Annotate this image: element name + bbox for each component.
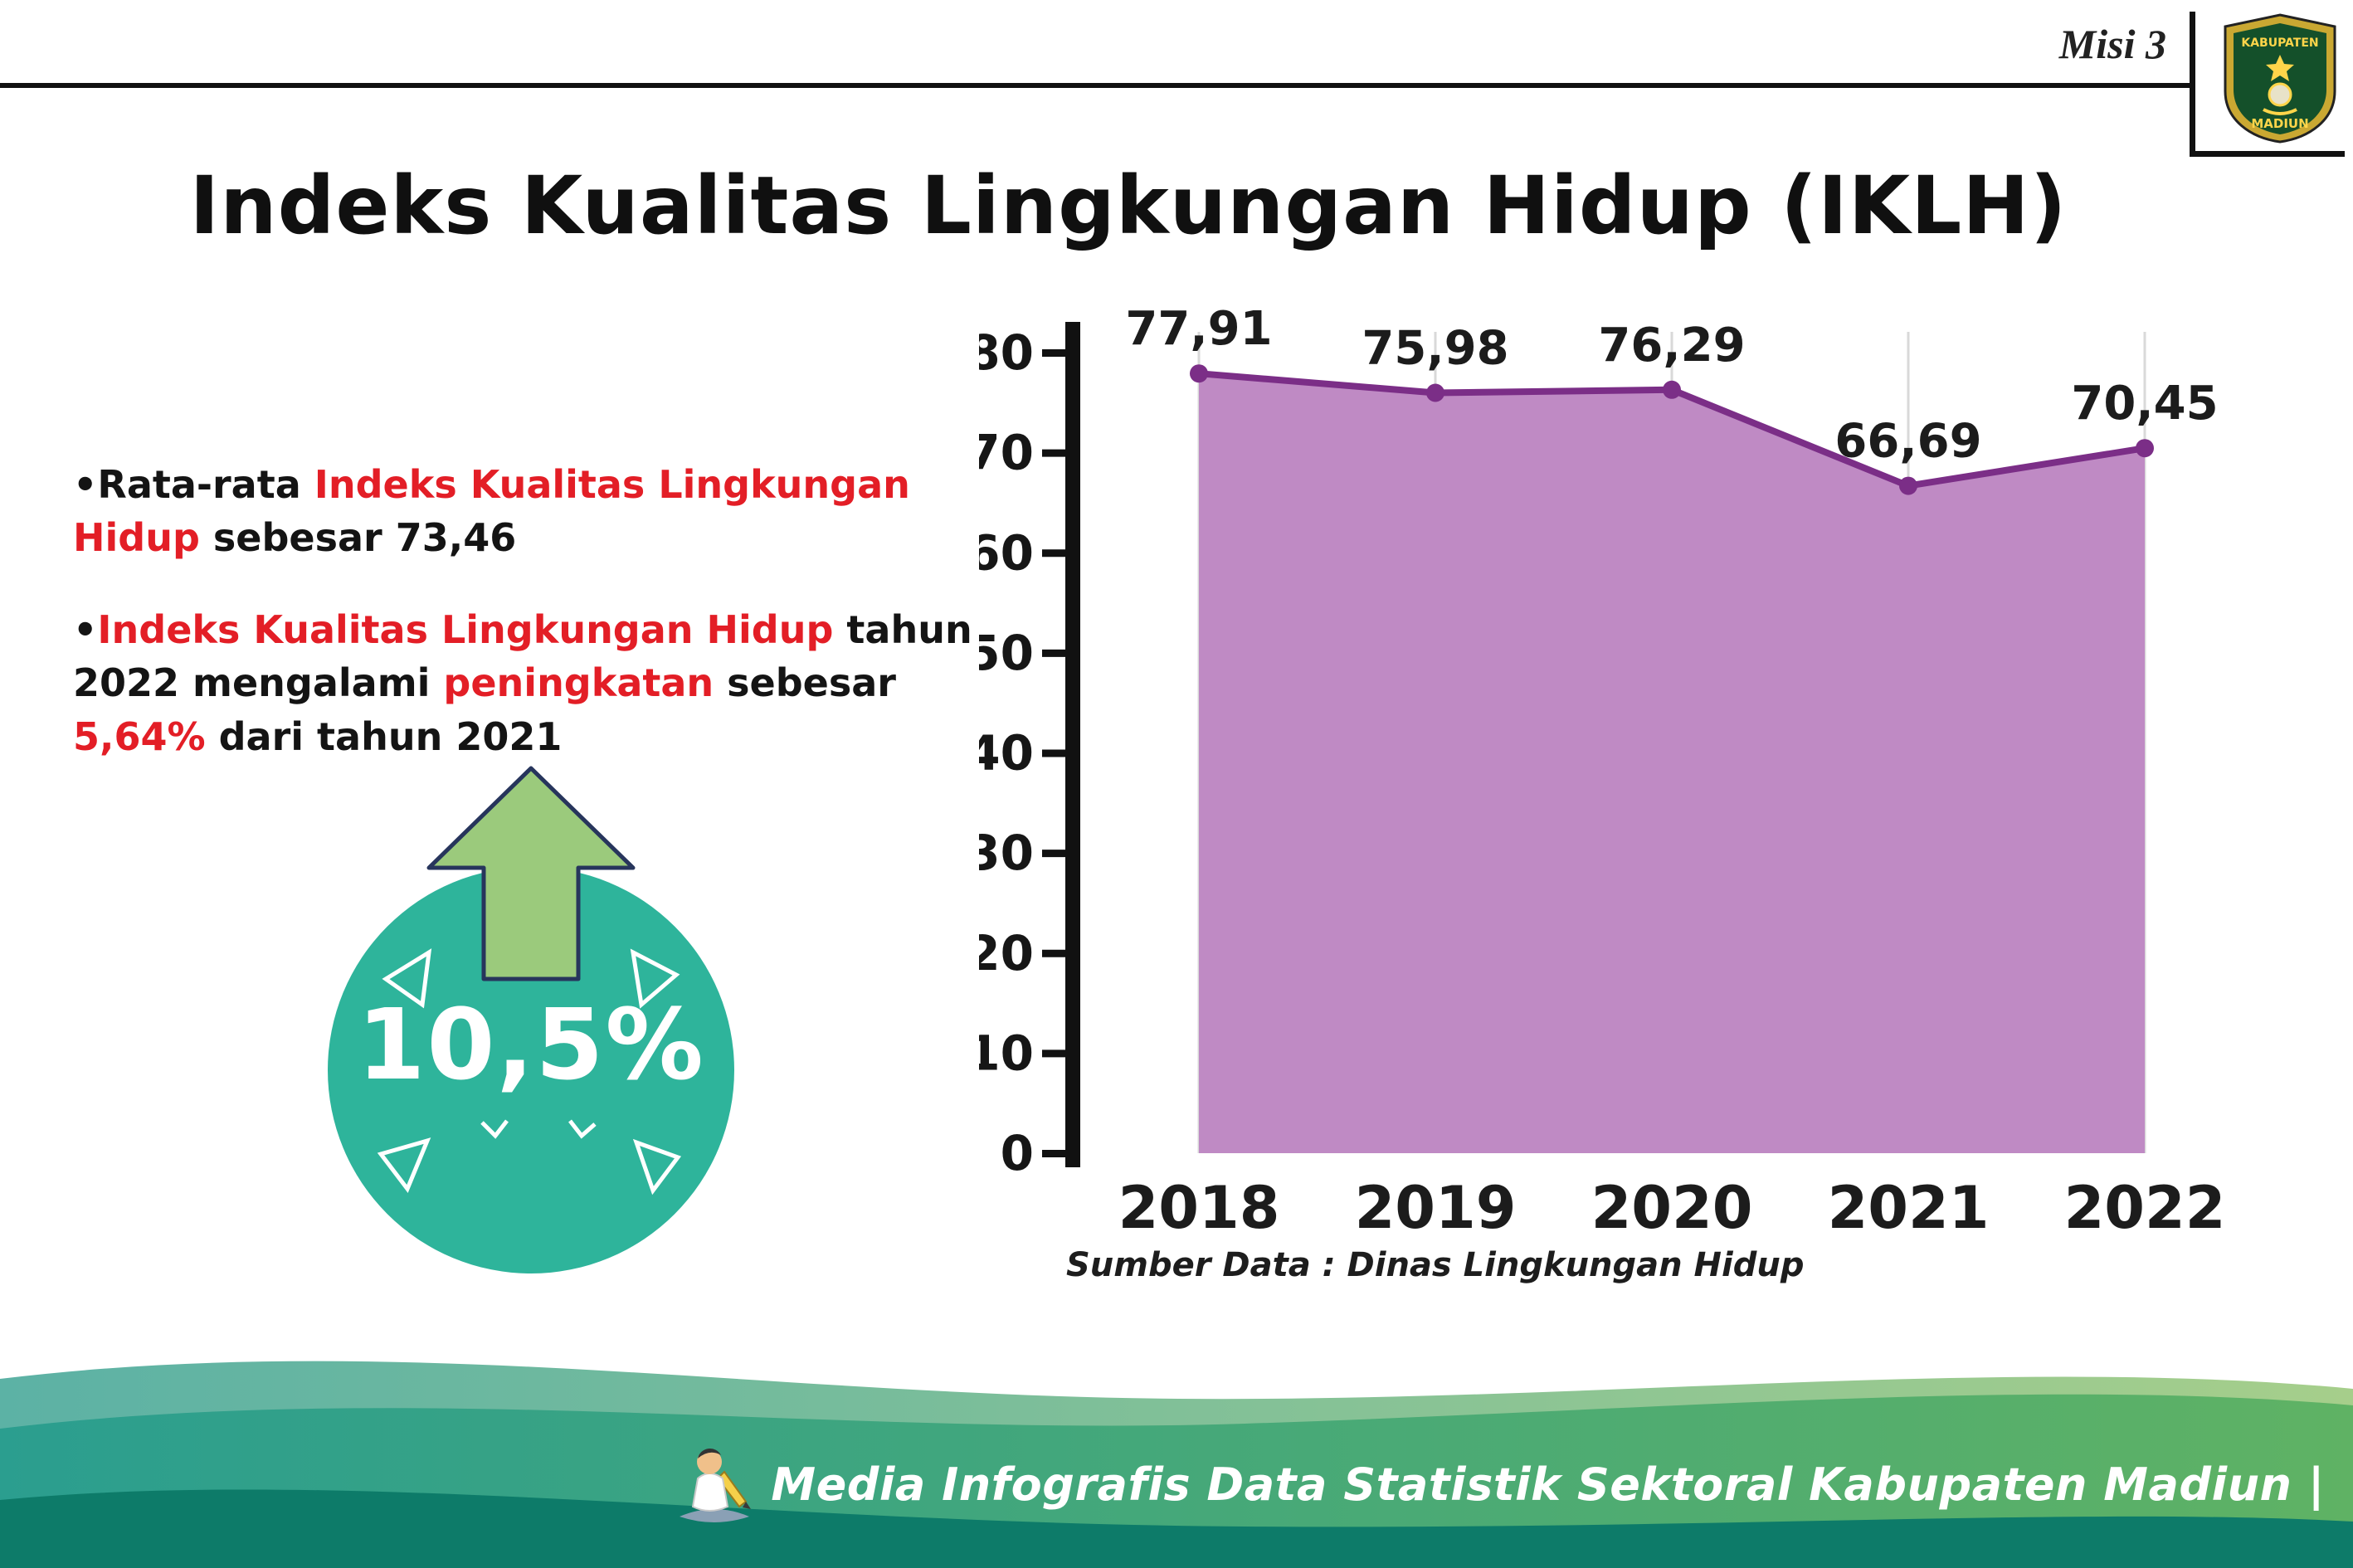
text-segment: peningkatan [443, 660, 714, 706]
badge-decoration [328, 867, 734, 1273]
increase-percentage: 10,5% [357, 987, 705, 1102]
y-tick [1042, 449, 1065, 457]
bullet-marker: • [73, 462, 98, 507]
data-point [1663, 380, 1681, 399]
y-tick [1042, 649, 1065, 657]
iklh-chart: 77,91 75,98 76,29 66,69 70,45 0 10 20 30 40 50 60 70… [979, 274, 2323, 1269]
key-points: •Rata-rata Indeks Kualitas Lingkungan Hi… [73, 458, 998, 801]
bullet-marker: • [73, 606, 98, 652]
y-tick-label: 80 [979, 324, 1034, 381]
text-segment: tahun 2022 mengalami [73, 606, 972, 706]
area-fill [1199, 373, 2145, 1153]
data-point [1190, 364, 1208, 383]
logo-bottom-text: MADIUN [2251, 116, 2308, 131]
y-tick [1042, 949, 1065, 957]
y-tick [1042, 549, 1065, 558]
y-tick-label: 40 [979, 725, 1034, 782]
iklh-area-chart: 77,91 75,98 76,29 66,69 70,45 0 10 20 30 40 50 60 70… [979, 302, 2226, 1242]
bullet-item-1: •Rata-rata Indeks Kualitas Lingkungan Hi… [73, 458, 998, 565]
text-segment: Indeks Kualitas Lingkungan Hidup [73, 462, 910, 561]
kabupaten-madiun-logo-icon: KABUPATEN MADIUN [2224, 13, 2336, 144]
y-tick-label: 10 [979, 1025, 1034, 1081]
x-tick-label: 2021 [1828, 1174, 1990, 1242]
x-tick-label: 2020 [1591, 1174, 1753, 1242]
logo-top-text: KABUPATEN [2241, 37, 2318, 50]
text-segment: dari tahun 2021 [205, 713, 563, 759]
page-title: Indeks Kualitas Lingkungan Hidup (IKLH) [189, 159, 2068, 253]
data-point [1426, 383, 1444, 402]
value-label: 77,91 [1125, 302, 1272, 356]
up-arrow-icon [419, 762, 643, 990]
text-segment: Indeks Kualitas Lingkungan Hidup [97, 606, 834, 652]
y-axis [1065, 322, 1080, 1167]
text-segment: Rata-rata [97, 462, 314, 507]
data-point [2136, 439, 2154, 458]
badge-triangles-icon [377, 948, 682, 1195]
up-arrow-shape [426, 766, 636, 981]
x-tick-label: 2018 [1118, 1174, 1280, 1242]
value-label: 66,69 [1834, 415, 1981, 469]
data-point [1899, 476, 1917, 495]
value-label: 70,45 [2071, 377, 2218, 431]
mascot-icon [680, 1448, 752, 1522]
value-label: 76,29 [1598, 319, 1745, 373]
misi-label: Misi 3 [2058, 21, 2166, 67]
y-tick [1042, 850, 1065, 858]
y-tick [1042, 349, 1065, 357]
y-tick-label: 30 [979, 825, 1034, 881]
x-tick-label: 2019 [1355, 1174, 1517, 1242]
y-tick [1042, 1150, 1065, 1157]
y-tick [1042, 1049, 1065, 1058]
logo-frame: KABUPATEN MADIUN [2190, 12, 2345, 157]
y-tick-label: 60 [979, 524, 1034, 581]
text-segment: sebesar 73,46 [199, 515, 517, 561]
text-segment: 5,64% [73, 713, 206, 759]
y-tick-label: 0 [1001, 1125, 1034, 1181]
y-tick-label: 50 [979, 625, 1034, 681]
footer-wave-graphic [0, 1361, 2353, 1568]
text-segment: sebesar [714, 660, 896, 706]
y-tick-label: 20 [979, 925, 1034, 981]
bullet-item-2: •Indeks Kualitas Lingkungan Hidup tahun … [73, 603, 998, 763]
header-rule [0, 83, 2195, 88]
y-tick [1042, 749, 1065, 757]
x-tick-label: 2022 [2064, 1174, 2226, 1242]
footer-bar: Media Infografis Data Statistik Sektoral… [675, 1440, 2325, 1528]
source-caption: Sumber Data : Dinas Lingkungan Hidup [1066, 1246, 1805, 1284]
footer-text: Media Infografis Data Statistik Sektoral… [771, 1458, 2325, 1511]
y-tick-label: 70 [979, 425, 1034, 481]
value-label: 75,98 [1362, 322, 1508, 376]
